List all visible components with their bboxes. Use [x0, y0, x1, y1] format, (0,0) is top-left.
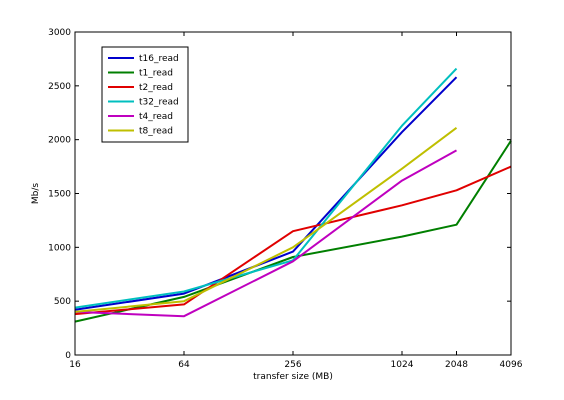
ticks-layer: 16 64 256 1024 2048 4096 0 500 1000 1500 2000 2500 3…	[48, 28, 523, 370]
series-line-t2_read	[74, 165, 512, 316]
legend-label: t4_read	[139, 112, 173, 122]
legend-label: t2_read	[139, 83, 173, 93]
x-tick-label: 16	[69, 360, 81, 370]
x-tick-label: 64	[178, 360, 190, 370]
series-line-t4_read	[74, 149, 457, 318]
x-tick-label: 2048	[445, 360, 468, 370]
legend: t16_read t1_read t2_read t32_read t4_read t8_…	[101, 46, 189, 143]
series-line-t8_read	[74, 127, 458, 313]
series-line-t16_read	[74, 76, 458, 311]
y-tick-label: 2000	[48, 136, 71, 146]
y-tick-label: 3000	[48, 28, 71, 38]
x-tick-label: 1024	[391, 360, 414, 370]
legend-label: t32_read	[139, 98, 179, 108]
y-tick-label: 1000	[48, 243, 71, 253]
x-axis-label: transfer size (MB)	[253, 372, 333, 382]
legend-box	[101, 46, 189, 143]
plot-layer	[74, 67, 512, 323]
x-tick-label: 256	[284, 360, 301, 370]
y-tick-label: 0	[65, 351, 71, 361]
y-tick-label: 1500	[48, 190, 71, 200]
legend-label: t16_read	[139, 54, 179, 64]
y-tick-label: 500	[54, 297, 71, 307]
legend-label: t8_read	[139, 127, 173, 137]
series-line-t1_read	[74, 140, 512, 323]
x-tick-label: 4096	[500, 360, 523, 370]
y-tick-label: 2500	[48, 82, 71, 92]
y-axis-label: Mb/s	[31, 183, 41, 205]
legend-label: t1_read	[139, 69, 173, 79]
